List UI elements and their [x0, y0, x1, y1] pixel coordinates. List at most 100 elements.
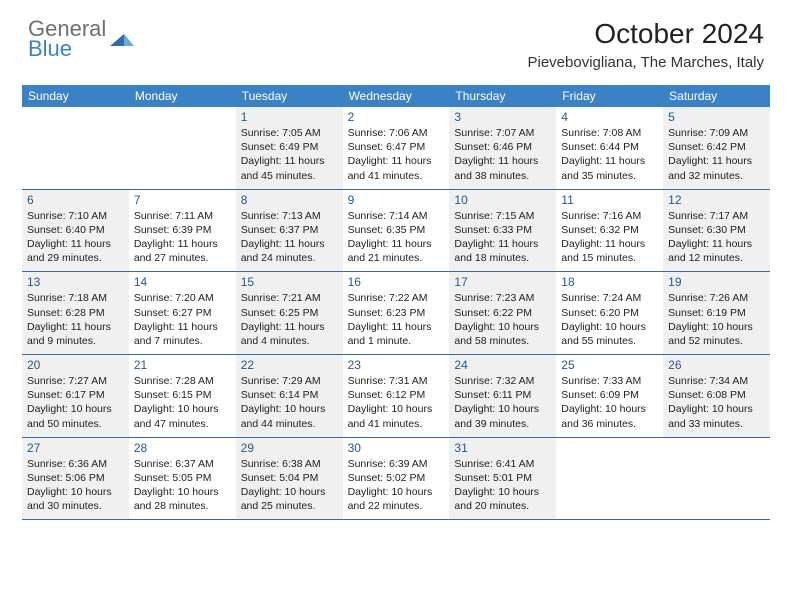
daylight-line: Daylight: 10 hours and 39 minutes. — [454, 402, 551, 430]
sunrise-line: Sunrise: 6:39 AM — [348, 457, 445, 471]
day-number: 17 — [454, 275, 551, 289]
month-title: October 2024 — [527, 18, 764, 50]
logo-mark-icon — [110, 32, 134, 50]
day-cell: 18 Sunrise: 7:24 AMSunset: 6:20 PMDayligh… — [556, 272, 663, 355]
sunset-line: Sunset: 5:06 PM — [27, 471, 124, 485]
day-number: 14 — [134, 275, 231, 289]
day-cell: 9Sunrise: 7:14 AMSunset: 6:35 PMDaylight… — [343, 190, 450, 273]
day-cell: 5Sunrise: 7:09 AMSunset: 6:42 PMDaylight… — [663, 107, 770, 190]
daylight-line: Daylight: 11 hours and 27 minutes. — [134, 237, 231, 265]
day-cell: 6Sunrise: 7:10 AMSunset: 6:40 PMDaylight… — [22, 190, 129, 273]
sunset-line: Sunset: 6:20 PM — [561, 306, 658, 320]
sunset-line: Sunset: 6:40 PM — [27, 223, 124, 237]
weekday-header: Saturday — [663, 85, 770, 107]
daylight-line: Daylight: 10 hours and 30 minutes. — [27, 485, 124, 513]
day-cell: 30 Sunrise: 6:39 AMSunset: 5:02 PMDayligh… — [343, 438, 450, 521]
daylight-line: Daylight: 10 hours and 55 minutes. — [561, 320, 658, 348]
sunset-line: Sunset: 6:35 PM — [348, 223, 445, 237]
day-cell: 23Sunrise: 7:31 AMSunset: 6:12 PMDayligh… — [343, 355, 450, 438]
day-cell: 7Sunrise: 7:11 AMSunset: 6:39 PMDaylight… — [129, 190, 236, 273]
day-number: 30 — [348, 441, 445, 455]
sunrise-line: Sunrise: 7:14 AM — [348, 209, 445, 223]
day-cell: 2Sunrise: 7:06 AMSunset: 6:47 PMDaylight… — [343, 107, 450, 190]
sunrise-line: Sunrise: 7:06 AM — [348, 126, 445, 140]
day-cell: 27Sunrise: 6:36 AMSunset: 5:06 PMDayligh… — [22, 438, 129, 521]
daylight-line: Daylight: 11 hours and 38 minutes. — [454, 154, 551, 182]
sunrise-line: Sunrise: 7:15 AM — [454, 209, 551, 223]
daylight-line: Daylight: 11 hours and 29 minutes. — [27, 237, 124, 265]
day-number: 1 — [241, 110, 338, 124]
logo-word-blue: Blue — [28, 38, 106, 60]
sunrise-line: Sunrise: 7:07 AM — [454, 126, 551, 140]
weekday-header: Monday — [129, 85, 236, 107]
day-cell: 1Sunrise: 7:05 AMSunset: 6:49 PMDaylight… — [236, 107, 343, 190]
sunrise-line: Sunrise: 6:38 AM — [241, 457, 338, 471]
sunrise-line: Sunrise: 7:10 AM — [27, 209, 124, 223]
day-number: 5 — [668, 110, 765, 124]
daylight-line: Daylight: 10 hours and 52 minutes. — [668, 320, 765, 348]
location-text: Pievebovigliana, The Marches, Italy — [527, 54, 764, 71]
sunrise-line: Sunrise: 6:41 AM — [454, 457, 551, 471]
daylight-line: Daylight: 11 hours and 7 minutes. — [134, 320, 231, 348]
sunrise-line: Sunrise: 7:21 AM — [241, 291, 338, 305]
sunset-line: Sunset: 5:01 PM — [454, 471, 551, 485]
sunset-line: Sunset: 6:23 PM — [348, 306, 445, 320]
daylight-line: Daylight: 10 hours and 58 minutes. — [454, 320, 551, 348]
daylight-line: Daylight: 11 hours and 24 minutes. — [241, 237, 338, 265]
sunrise-line: Sunrise: 7:24 AM — [561, 291, 658, 305]
day-number: 25 — [561, 358, 658, 372]
weekday-header-row: SundayMondayTuesdayWednesdayThursdayFrid… — [22, 85, 770, 107]
day-cell: 3Sunrise: 7:07 AMSunset: 6:46 PMDaylight… — [449, 107, 556, 190]
title-block: October 2024 Pievebovigliana, The Marche… — [527, 18, 764, 71]
empty-cell — [663, 438, 770, 521]
sunset-line: Sunset: 6:12 PM — [348, 388, 445, 402]
sunrise-line: Sunrise: 7:18 AM — [27, 291, 124, 305]
empty-cell — [22, 107, 129, 190]
daylight-line: Daylight: 11 hours and 21 minutes. — [348, 237, 445, 265]
daylight-line: Daylight: 11 hours and 35 minutes. — [561, 154, 658, 182]
calendar: SundayMondayTuesdayWednesdayThursdayFrid… — [22, 85, 770, 520]
sunset-line: Sunset: 6:27 PM — [134, 306, 231, 320]
empty-cell — [129, 107, 236, 190]
daylight-line: Daylight: 10 hours and 22 minutes. — [348, 485, 445, 513]
sunrise-line: Sunrise: 6:36 AM — [27, 457, 124, 471]
sunrise-line: Sunrise: 7:22 AM — [348, 291, 445, 305]
day-cell: 12Sunrise: 7:17 AMSunset: 6:30 PMDayligh… — [663, 190, 770, 273]
day-number: 18 — [561, 275, 658, 289]
weekday-header: Friday — [556, 85, 663, 107]
day-cell: 15Sunrise: 7:21 AMSunset: 6:25 PMDayligh… — [236, 272, 343, 355]
sunrise-line: Sunrise: 6:37 AM — [134, 457, 231, 471]
day-number: 16 — [348, 275, 445, 289]
sunset-line: Sunset: 6:44 PM — [561, 140, 658, 154]
sunrise-line: Sunrise: 7:34 AM — [668, 374, 765, 388]
daylight-line: Daylight: 11 hours and 1 minute. — [348, 320, 445, 348]
day-number: 22 — [241, 358, 338, 372]
sunrise-line: Sunrise: 7:33 AM — [561, 374, 658, 388]
day-cell: 20Sunrise: 7:27 AMSunset: 6:17 PMDayligh… — [22, 355, 129, 438]
sunset-line: Sunset: 5:04 PM — [241, 471, 338, 485]
daylight-line: Daylight: 10 hours and 44 minutes. — [241, 402, 338, 430]
day-number: 7 — [134, 193, 231, 207]
calendar-grid: 1Sunrise: 7:05 AMSunset: 6:49 PMDaylight… — [22, 107, 770, 520]
day-cell: 19Sunrise: 7:26 AMSunset: 6:19 PMDayligh… — [663, 272, 770, 355]
daylight-line: Daylight: 10 hours and 25 minutes. — [241, 485, 338, 513]
sunset-line: Sunset: 5:02 PM — [348, 471, 445, 485]
day-cell: 26Sunrise: 7:34 AMSunset: 6:08 PMDayligh… — [663, 355, 770, 438]
day-cell: 25Sunrise: 7:33 AMSunset: 6:09 PMDayligh… — [556, 355, 663, 438]
day-cell: 24Sunrise: 7:32 AMSunset: 6:11 PMDayligh… — [449, 355, 556, 438]
header: General Blue October 2024 Pieveboviglian… — [0, 0, 792, 77]
sunset-line: Sunset: 6:14 PM — [241, 388, 338, 402]
daylight-line: Daylight: 10 hours and 20 minutes. — [454, 485, 551, 513]
sunset-line: Sunset: 6:46 PM — [454, 140, 551, 154]
daylight-line: Daylight: 10 hours and 47 minutes. — [134, 402, 231, 430]
day-number: 29 — [241, 441, 338, 455]
sunset-line: Sunset: 6:22 PM — [454, 306, 551, 320]
sunset-line: Sunset: 5:05 PM — [134, 471, 231, 485]
sunrise-line: Sunrise: 7:28 AM — [134, 374, 231, 388]
day-cell: 13Sunrise: 7:18 AMSunset: 6:28 PMDayligh… — [22, 272, 129, 355]
day-cell: 29 Sunrise: 6:38 AMSunset: 5:04 PMDayligh… — [236, 438, 343, 521]
daylight-line: Daylight: 11 hours and 12 minutes. — [668, 237, 765, 265]
day-cell: 31Sunrise: 6:41 AMSunset: 5:01 PMDayligh… — [449, 438, 556, 521]
day-number: 10 — [454, 193, 551, 207]
sunrise-line: Sunrise: 7:09 AM — [668, 126, 765, 140]
